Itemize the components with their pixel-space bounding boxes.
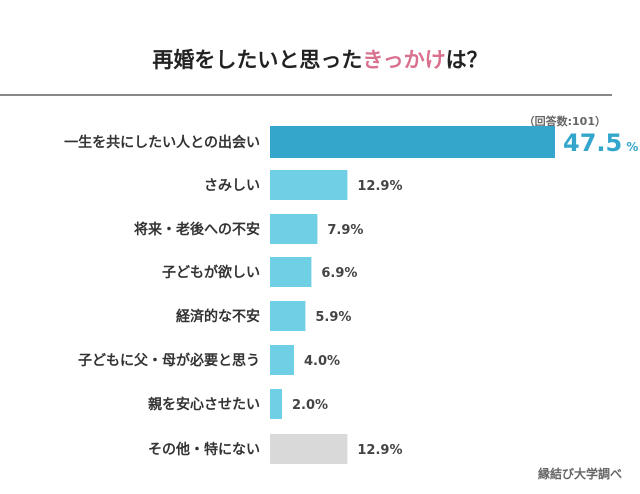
bar: [270, 301, 306, 331]
value-label: 47.5 %: [563, 129, 638, 157]
chart-title: 再婚をしたいと思ったきっかけは？: [0, 44, 640, 74]
title-divider: [0, 94, 612, 96]
bar: [270, 389, 282, 419]
title-suffix: は？: [445, 48, 488, 72]
respondent-count: （回答数:101）: [523, 115, 606, 128]
category-label: 将来・老後への不安: [134, 221, 260, 238]
value-label: 12.9%: [357, 179, 402, 194]
title-text: 再婚をしたいと思った: [152, 48, 363, 72]
source-credit: 縁結び大学調べ: [537, 467, 622, 481]
bar: [270, 257, 312, 287]
category-label: 経済的な不安: [176, 308, 260, 325]
category-label: さみしい: [204, 178, 260, 194]
value-label: 12.9%: [357, 443, 402, 458]
value-label: 7.9%: [327, 223, 363, 238]
category-label: 子どもが欲しい: [162, 264, 260, 281]
category-label: 一生を共にしたい人との出会い: [64, 134, 260, 151]
bar: [270, 214, 318, 244]
value-number: 47.5: [563, 129, 622, 157]
category-label: その他・特にない: [148, 441, 260, 458]
category-label: 子どもに父・母が必要と思う: [78, 352, 260, 369]
value-label: 2.0%: [292, 398, 328, 413]
title-highlight: きっかけ: [362, 48, 446, 72]
bar: [270, 345, 294, 375]
value-label: 5.9%: [315, 310, 351, 325]
value-label: 6.9%: [321, 266, 357, 281]
value-unit: %: [622, 140, 638, 154]
bar: [270, 434, 348, 464]
bar: [270, 126, 555, 158]
category-label: 親を安心させたい: [148, 396, 260, 413]
bar: [270, 170, 348, 200]
value-label: 4.0%: [304, 354, 340, 369]
